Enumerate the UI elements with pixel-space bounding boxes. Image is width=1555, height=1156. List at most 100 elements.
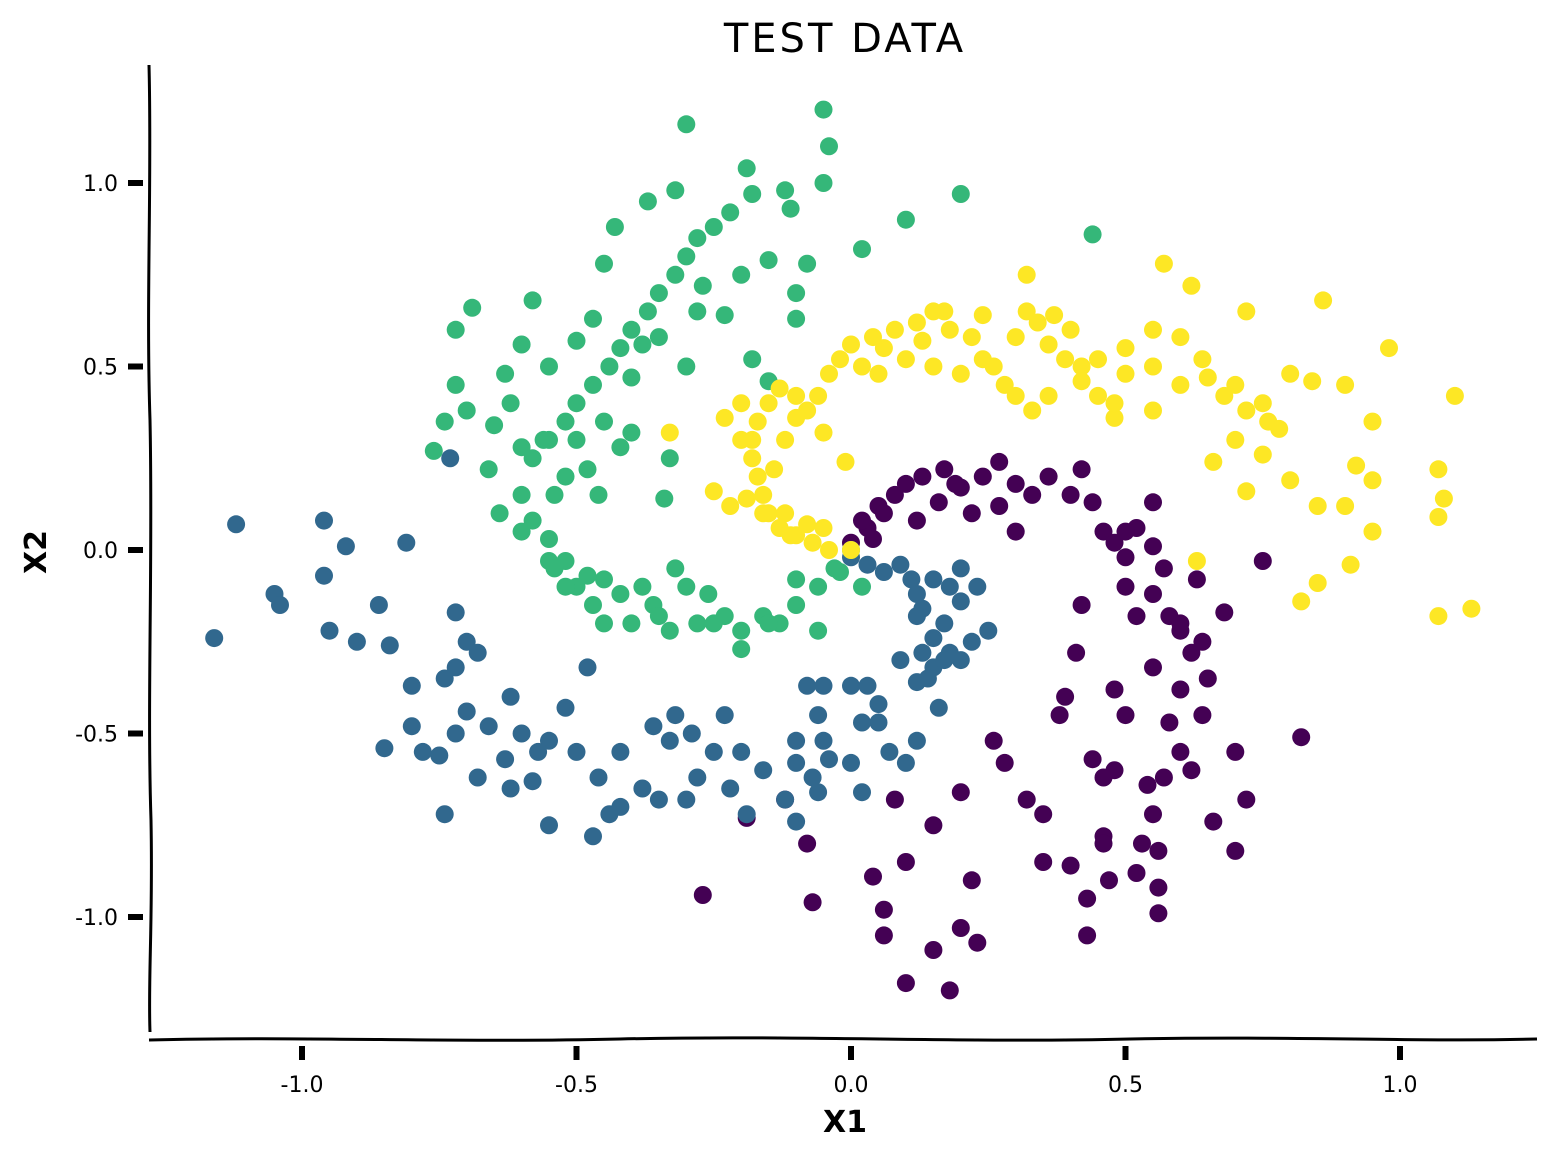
data-point-2-52 bbox=[584, 309, 602, 328]
data-point-3-47 bbox=[1314, 291, 1333, 310]
data-point-2-47 bbox=[737, 159, 756, 178]
data-point-0-40 bbox=[984, 731, 1003, 750]
data-point-1-41 bbox=[704, 742, 723, 761]
data-point-2-57 bbox=[485, 416, 504, 435]
data-point-2-8 bbox=[699, 585, 718, 603]
data-point-3-86 bbox=[814, 423, 833, 442]
data-point-1-82 bbox=[468, 643, 487, 662]
data-point-3-109 bbox=[1116, 339, 1135, 358]
data-point-0-61 bbox=[1116, 706, 1135, 725]
data-point-3-61 bbox=[1308, 497, 1327, 515]
data-point-1-68 bbox=[369, 596, 388, 614]
data-point-0-77 bbox=[1204, 812, 1223, 831]
data-point-3-12 bbox=[770, 379, 789, 398]
data-point-2-59 bbox=[446, 375, 465, 394]
data-point-1-40 bbox=[715, 706, 734, 725]
data-point-3-67 bbox=[1270, 419, 1289, 438]
data-point-1-8 bbox=[940, 577, 959, 596]
data-point-2-6 bbox=[732, 621, 751, 640]
data-point-1-77 bbox=[336, 537, 355, 556]
data-point-0-60 bbox=[1144, 658, 1162, 677]
data-point-1-78 bbox=[397, 533, 416, 552]
data-point-1-38 bbox=[754, 761, 773, 780]
y-axis-line bbox=[147, 64, 153, 1033]
data-point-2-86 bbox=[759, 251, 778, 270]
data-point-3-101 bbox=[814, 519, 833, 537]
data-point-3-16 bbox=[820, 364, 838, 383]
data-point-0-87 bbox=[1094, 768, 1113, 787]
data-point-2-63 bbox=[463, 298, 482, 317]
data-point-1-64 bbox=[402, 717, 421, 736]
data-point-2-53 bbox=[567, 331, 586, 350]
data-point-1-9 bbox=[951, 592, 970, 611]
data-point-3-89 bbox=[765, 460, 784, 479]
data-point-1-60 bbox=[446, 658, 465, 677]
data-point-3-20 bbox=[885, 320, 904, 339]
data-point-0-74 bbox=[1193, 706, 1212, 725]
data-point-0-13 bbox=[1061, 485, 1080, 504]
data-point-2-110 bbox=[534, 430, 553, 449]
data-point-3-62 bbox=[1281, 471, 1300, 490]
data-point-1-43 bbox=[666, 706, 685, 725]
data-point-1-76 bbox=[315, 511, 333, 530]
data-point-2-84 bbox=[715, 306, 734, 325]
data-point-0-5 bbox=[913, 467, 932, 486]
data-point-0-29 bbox=[1154, 768, 1173, 787]
data-point-2-29 bbox=[611, 339, 630, 358]
data-point-2-88 bbox=[798, 254, 817, 273]
data-point-1-29 bbox=[853, 783, 871, 802]
data-point-1-23 bbox=[869, 713, 888, 732]
data-point-1-81 bbox=[457, 632, 476, 651]
data-point-2-45 bbox=[814, 100, 833, 119]
data-point-2-97 bbox=[809, 621, 828, 640]
data-point-1-98 bbox=[787, 753, 806, 772]
data-point-2-103 bbox=[649, 607, 668, 626]
data-point-2-72 bbox=[578, 460, 597, 479]
data-point-3-43 bbox=[1336, 375, 1355, 394]
data-point-2-21 bbox=[523, 511, 542, 530]
data-point-1-31 bbox=[798, 676, 817, 695]
data-point-2-90 bbox=[787, 309, 806, 328]
data-point-2-49 bbox=[638, 192, 657, 211]
data-point-3-11 bbox=[759, 394, 778, 413]
data-point-0-54 bbox=[798, 834, 817, 853]
data-point-3-46 bbox=[1445, 386, 1464, 405]
data-point-1-65 bbox=[402, 676, 421, 695]
data-point-1-83 bbox=[446, 724, 465, 743]
data-point-3-0 bbox=[842, 541, 860, 559]
data-point-0-68 bbox=[1127, 607, 1146, 626]
data-point-0-89 bbox=[1034, 853, 1053, 871]
data-point-2-100 bbox=[853, 577, 871, 596]
data-point-3-10 bbox=[748, 412, 767, 431]
data-point-2-15 bbox=[611, 585, 630, 603]
data-point-3-7 bbox=[748, 467, 767, 486]
data-point-3-110 bbox=[1144, 320, 1162, 339]
x-tick-label: 0.0 bbox=[834, 1073, 869, 1098]
y-axis-label: X2 bbox=[19, 530, 54, 574]
data-point-3-85 bbox=[836, 452, 855, 471]
data-point-2-26 bbox=[567, 394, 586, 413]
data-point-3-24 bbox=[962, 328, 981, 347]
data-point-1-20 bbox=[858, 676, 877, 695]
data-point-3-68 bbox=[1187, 552, 1206, 570]
data-point-1-36 bbox=[803, 768, 822, 787]
data-point-1-32 bbox=[809, 706, 828, 725]
data-point-2-11 bbox=[660, 621, 679, 640]
data-point-3-87 bbox=[787, 408, 806, 427]
data-point-1-86 bbox=[584, 827, 602, 846]
data-point-2-65 bbox=[479, 460, 498, 479]
data-point-3-35 bbox=[1144, 357, 1162, 376]
data-point-0-100 bbox=[1100, 871, 1118, 890]
data-point-3-53 bbox=[1429, 460, 1448, 479]
data-point-0-51 bbox=[940, 981, 959, 1000]
data-point-0-21 bbox=[1154, 559, 1173, 578]
data-point-0-75 bbox=[1193, 632, 1212, 651]
data-point-0-92 bbox=[962, 504, 981, 523]
data-point-1-15 bbox=[951, 651, 970, 670]
data-point-2-80 bbox=[660, 449, 679, 468]
data-point-0-79 bbox=[1237, 790, 1256, 809]
data-point-2-39 bbox=[776, 181, 795, 200]
data-point-0-36 bbox=[1061, 856, 1080, 875]
data-point-1-44 bbox=[660, 731, 679, 750]
data-point-2-38 bbox=[743, 185, 762, 203]
